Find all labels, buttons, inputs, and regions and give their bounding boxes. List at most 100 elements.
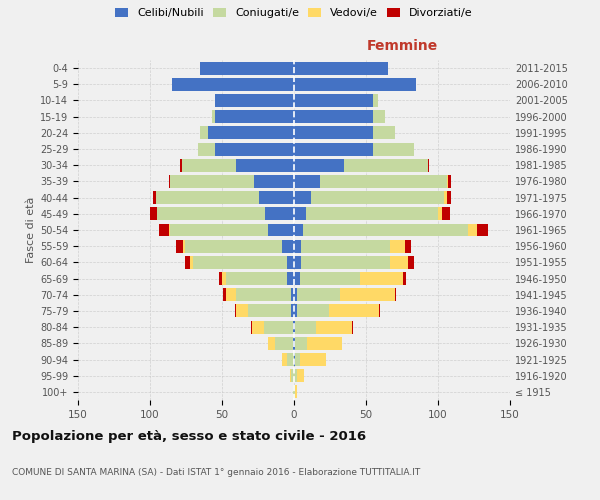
Bar (379, 304, 380, 318)
Bar (344, 159, 428, 172)
Bar (291, 288, 294, 301)
Bar (294, 240, 301, 252)
Bar (294, 159, 344, 172)
Bar (200, 126, 208, 140)
Bar (236, 304, 248, 318)
Bar (320, 175, 446, 188)
Bar (158, 224, 169, 236)
Bar (259, 191, 294, 204)
Bar (226, 272, 287, 285)
Bar (208, 126, 294, 140)
Bar (297, 369, 304, 382)
Bar (170, 224, 268, 236)
Bar (294, 256, 301, 269)
Bar (294, 110, 373, 123)
Bar (295, 353, 300, 366)
Bar (236, 288, 291, 301)
Bar (264, 320, 293, 334)
Bar (294, 78, 416, 91)
Bar (275, 337, 293, 350)
Bar (223, 288, 226, 301)
Bar (294, 386, 295, 398)
Bar (329, 304, 379, 318)
Bar (305, 208, 438, 220)
Bar (294, 191, 311, 204)
Bar (293, 337, 294, 350)
Bar (307, 337, 341, 350)
Bar (294, 142, 373, 156)
Bar (446, 191, 451, 204)
Bar (293, 320, 294, 334)
Bar (156, 191, 259, 204)
Bar (268, 337, 275, 350)
Bar (169, 175, 170, 188)
Bar (283, 240, 294, 252)
Bar (373, 110, 385, 123)
Bar (300, 272, 360, 285)
Bar (283, 353, 287, 366)
Bar (360, 272, 403, 285)
Bar (185, 240, 283, 252)
Bar (157, 208, 265, 220)
Bar (301, 240, 391, 252)
Bar (294, 369, 297, 382)
Bar (236, 159, 294, 172)
Bar (294, 224, 302, 236)
Text: COMUNE DI SANTA MARINA (SA) - Dati ISTAT 1° gennaio 2016 - Elaborazione TUTTITAL: COMUNE DI SANTA MARINA (SA) - Dati ISTAT… (12, 468, 420, 477)
Bar (391, 256, 408, 269)
Bar (293, 386, 294, 398)
Bar (428, 159, 430, 172)
Bar (200, 62, 294, 74)
Bar (153, 191, 156, 204)
Text: Popolazione per età, sesso e stato civile - 2016: Popolazione per età, sesso e stato civil… (12, 430, 366, 443)
Bar (222, 272, 226, 285)
Bar (235, 304, 236, 318)
Bar (294, 175, 320, 188)
Bar (448, 175, 451, 188)
Bar (193, 256, 287, 269)
Bar (182, 159, 236, 172)
Bar (340, 288, 395, 301)
Bar (373, 94, 377, 107)
Bar (294, 272, 300, 285)
Bar (294, 320, 295, 334)
Legend: Celibi/Nubili, Coniugati/e, Vedovi/e, Divorziati/e: Celibi/Nubili, Coniugati/e, Vedovi/e, Di… (115, 8, 473, 18)
Bar (297, 288, 340, 301)
Bar (254, 175, 294, 188)
Bar (444, 191, 446, 204)
Bar (290, 369, 291, 382)
Bar (373, 126, 395, 140)
Bar (226, 288, 236, 301)
Bar (405, 240, 410, 252)
Bar (403, 272, 406, 285)
Bar (352, 320, 353, 334)
Bar (169, 224, 170, 236)
Bar (442, 208, 449, 220)
Bar (190, 256, 193, 269)
Bar (183, 240, 185, 252)
Bar (294, 62, 388, 74)
Bar (265, 208, 294, 220)
Bar (295, 320, 316, 334)
Bar (302, 224, 468, 236)
Bar (291, 369, 294, 382)
Y-axis label: Fasce di età: Fasce di età (26, 197, 36, 263)
Bar (477, 224, 488, 236)
Bar (170, 175, 254, 188)
Bar (468, 224, 477, 236)
Bar (172, 78, 294, 91)
Bar (212, 110, 215, 123)
Bar (252, 320, 264, 334)
Bar (294, 208, 305, 220)
Bar (294, 353, 295, 366)
Bar (287, 256, 294, 269)
Bar (219, 272, 222, 285)
Bar (287, 272, 294, 285)
Bar (295, 337, 307, 350)
Bar (268, 224, 294, 236)
Bar (150, 208, 157, 220)
Bar (408, 256, 413, 269)
Bar (215, 94, 294, 107)
Bar (300, 353, 326, 366)
Bar (446, 175, 448, 188)
